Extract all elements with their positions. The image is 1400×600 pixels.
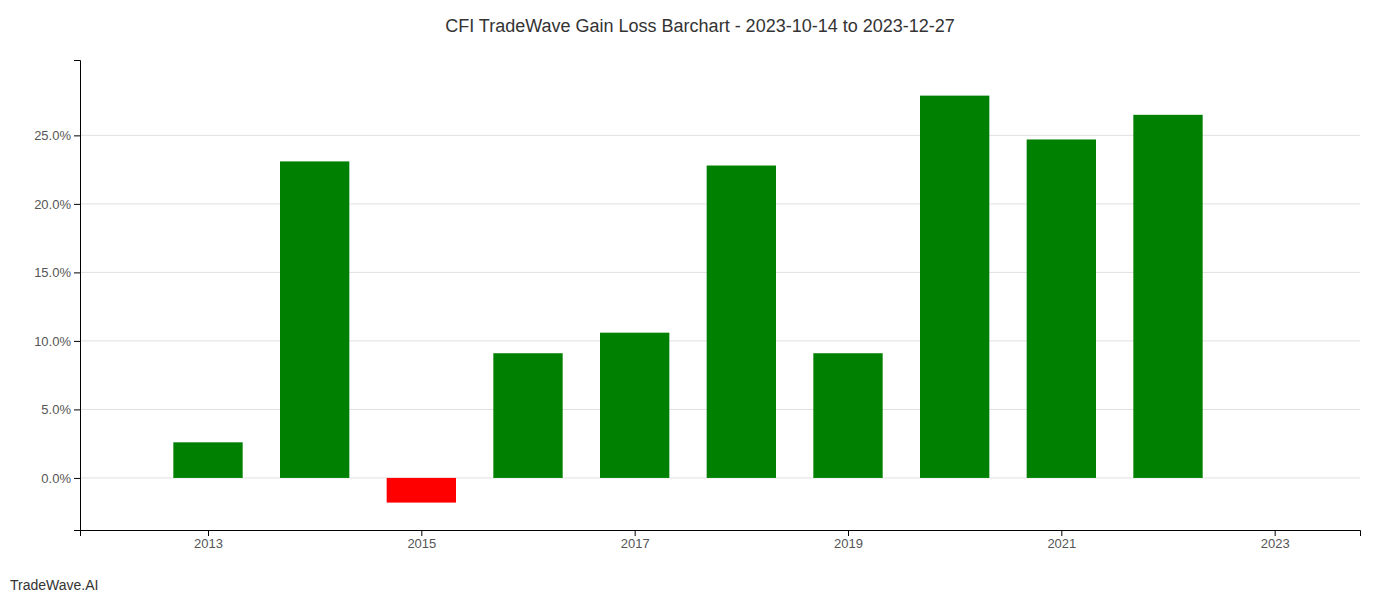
x-tick: 2013 bbox=[194, 530, 223, 551]
bar bbox=[387, 478, 456, 503]
tick-mark bbox=[848, 530, 849, 536]
bar bbox=[280, 161, 349, 478]
tick-label: 10.0% bbox=[34, 334, 71, 349]
tick-mark bbox=[74, 341, 80, 342]
bar bbox=[173, 442, 242, 478]
tick-label: 2019 bbox=[834, 536, 863, 551]
bars bbox=[173, 96, 1202, 503]
y-tick: 0.0% bbox=[41, 471, 80, 486]
tick-label: 2023 bbox=[1261, 536, 1290, 551]
tick-mark bbox=[1275, 530, 1276, 536]
tick-mark bbox=[74, 135, 80, 136]
bar bbox=[707, 166, 776, 478]
bar bbox=[1027, 139, 1096, 477]
y-tick: 10.0% bbox=[34, 334, 80, 349]
y-tick: 5.0% bbox=[41, 402, 80, 417]
tick-label: 2015 bbox=[407, 536, 436, 551]
tick-mark bbox=[1061, 530, 1062, 536]
tick-label: 20.0% bbox=[34, 197, 71, 212]
title: CFI TradeWave Gain Loss Barchart - 2023-… bbox=[445, 16, 955, 36]
y-tick: 15.0% bbox=[34, 265, 80, 280]
tick-mark bbox=[74, 204, 80, 205]
x-tick: 2019 bbox=[834, 530, 863, 551]
bar bbox=[920, 96, 989, 478]
y-tick: 20.0% bbox=[34, 197, 80, 212]
tick-label: 2013 bbox=[194, 536, 223, 551]
annotation: TradeWave.AI bbox=[10, 577, 98, 593]
bar bbox=[600, 333, 669, 478]
bar bbox=[1133, 115, 1202, 478]
tick-mark bbox=[74, 409, 80, 410]
plot-area: 2013 2015 2017 2019 2021 2023 0.0% 5.0% 10.0% 15.… bbox=[34, 61, 1360, 552]
tick-label: 5.0% bbox=[41, 402, 71, 417]
tick-label: 2017 bbox=[621, 536, 650, 551]
x-tick: 2021 bbox=[1047, 530, 1076, 551]
axis-line bbox=[81, 531, 1361, 537]
y-tick: 25.0% bbox=[34, 128, 80, 143]
tick-mark bbox=[635, 530, 636, 536]
tick-mark bbox=[421, 530, 422, 536]
x-tick: 2023 bbox=[1261, 530, 1290, 551]
x-axis: 2013 2015 2017 2019 2021 2023 bbox=[81, 530, 1361, 551]
tick-mark bbox=[74, 478, 80, 479]
x-tick: 2015 bbox=[407, 530, 436, 551]
y-axis: 0.0% 5.0% 10.0% 15.0% 20.0% 25.0% bbox=[34, 61, 80, 531]
tick-label: 15.0% bbox=[34, 265, 71, 280]
tick-label: 25.0% bbox=[34, 128, 71, 143]
tick-label: 0.0% bbox=[41, 471, 71, 486]
axis-line bbox=[74, 61, 81, 531]
bar bbox=[493, 353, 562, 478]
tick-mark bbox=[74, 272, 80, 273]
tick-mark bbox=[208, 530, 209, 536]
tick-label: 2021 bbox=[1047, 536, 1076, 551]
chart: 2013 2015 2017 2019 2021 2023 0.0% 5.0% 10.0% 15.… bbox=[0, 0, 1400, 600]
bar bbox=[813, 353, 882, 478]
x-tick: 2017 bbox=[621, 530, 650, 551]
